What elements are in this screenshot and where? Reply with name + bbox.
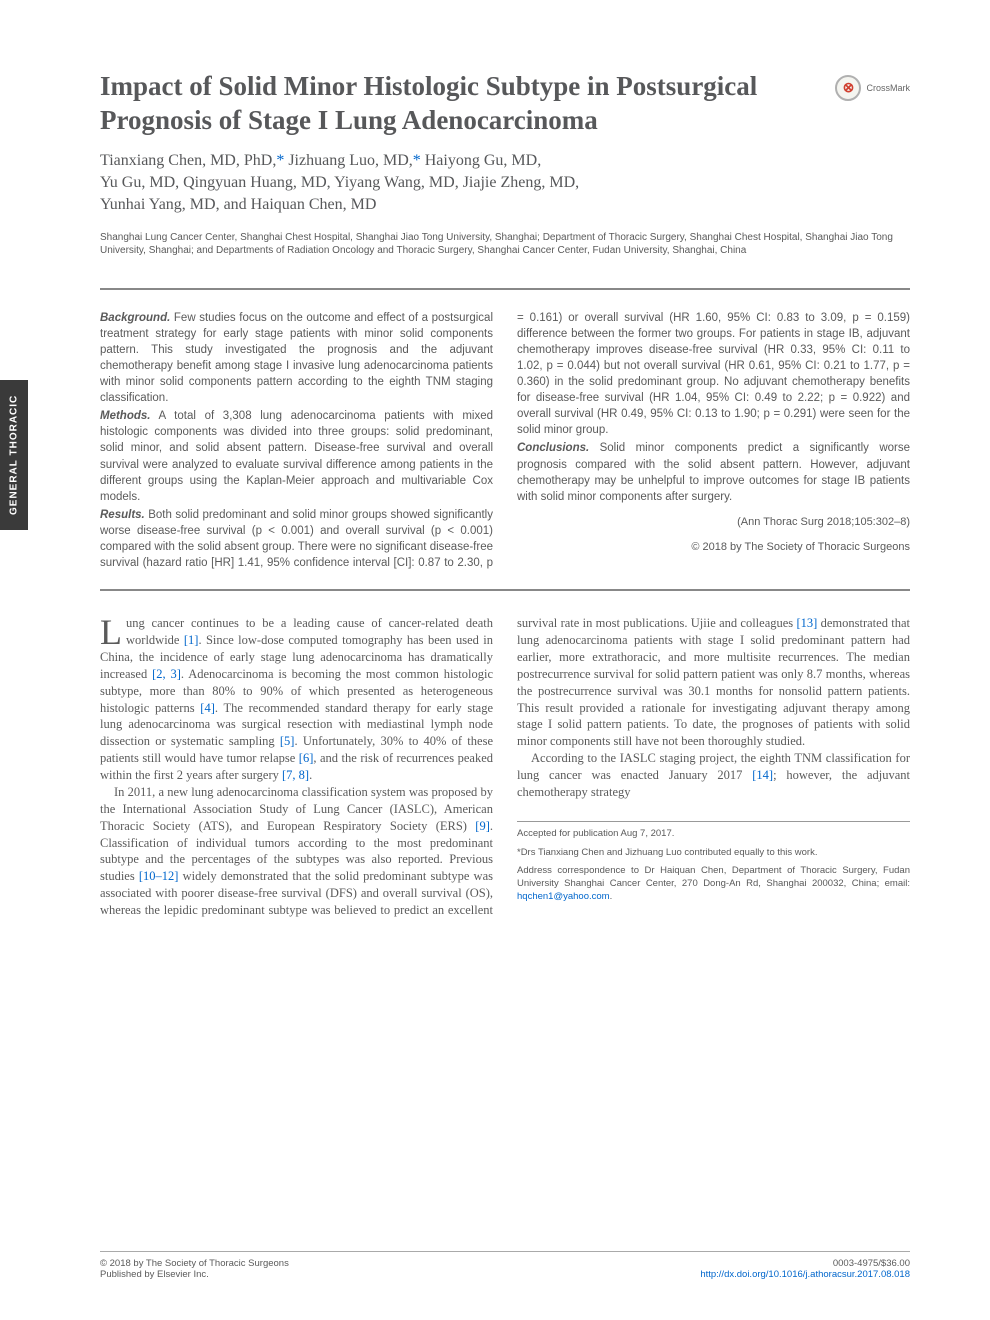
email-link[interactable]: hqchen1@yahoo.com xyxy=(517,891,610,902)
body-text: Lung cancer continues to be a leading ca… xyxy=(100,615,910,919)
divider-bottom xyxy=(100,589,910,591)
header: Impact of Solid Minor Histologic Subtype… xyxy=(100,70,910,138)
abs-copyright: © 2018 by The Society of Thoracic Surgeo… xyxy=(517,540,910,555)
divider-top xyxy=(100,288,910,290)
ref-link[interactable]: [6] xyxy=(299,751,314,765)
ref-link[interactable]: [13] xyxy=(796,616,817,630)
footer-right: 0003-4975/$36.00 http://dx.doi.org/10.10… xyxy=(700,1258,910,1280)
ref-link[interactable]: [5] xyxy=(280,734,295,748)
abs-methods-label: Methods. xyxy=(100,410,150,422)
abs-background-label: Background. xyxy=(100,312,170,324)
dropcap: L xyxy=(100,615,126,647)
ref-link[interactable]: [10–12] xyxy=(139,869,179,883)
sidebar-tab: GENERAL THORACIC xyxy=(0,380,28,530)
ref-link[interactable]: [1] xyxy=(184,633,199,647)
crossmark-icon: ⊗ xyxy=(835,75,861,101)
ref-link[interactable]: [2, 3] xyxy=(152,667,181,681)
abs-results-label: Results. xyxy=(100,509,145,521)
abs-background-text: Few studies focus on the outcome and eff… xyxy=(100,312,493,404)
body-p1: Lung cancer continues to be a leading ca… xyxy=(100,615,493,784)
affiliations: Shanghai Lung Cancer Center, Shanghai Ch… xyxy=(100,231,910,258)
doi-link[interactable]: http://dx.doi.org/10.1016/j.athoracsur.2… xyxy=(700,1269,910,1280)
abs-methods-text: A total of 3,308 lung adenocarcinoma pat… xyxy=(100,410,493,502)
author-list: Tianxiang Chen, MD, PhD,* Jizhuang Luo, … xyxy=(100,150,910,217)
article-title: Impact of Solid Minor Histologic Subtype… xyxy=(100,70,800,138)
footer-copyright: © 2018 by The Society of Thoracic Surgeo… xyxy=(100,1258,289,1269)
ref-link[interactable]: [4] xyxy=(200,701,215,715)
ref-link[interactable]: [9] xyxy=(475,819,490,833)
footnote-accepted: Accepted for publication Aug 7, 2017. xyxy=(517,828,910,841)
footer-issn: 0003-4975/$36.00 xyxy=(700,1258,910,1269)
footer-publisher: Published by Elsevier Inc. xyxy=(100,1269,289,1280)
footer-left: © 2018 by The Society of Thoracic Surgeo… xyxy=(100,1258,289,1280)
crossmark-badge[interactable]: ⊗ CrossMark xyxy=(835,75,910,101)
abs-citation: (Ann Thorac Surg 2018;105:302–8) xyxy=(517,515,910,530)
abstract: Background. Few studies focus on the out… xyxy=(100,310,910,572)
footnote-equal: *Drs Tianxiang Chen and Jizhuang Luo con… xyxy=(517,847,910,860)
ref-link[interactable]: [7, 8] xyxy=(282,768,309,782)
footnote-address: Address correspondence to Dr Haiquan Che… xyxy=(517,865,910,903)
footnotes: Accepted for publication Aug 7, 2017. *D… xyxy=(517,821,910,904)
crossmark-label: CrossMark xyxy=(866,83,910,93)
ref-link[interactable]: [14] xyxy=(752,768,773,782)
page-footer: © 2018 by The Society of Thoracic Surgeo… xyxy=(100,1251,910,1280)
body-p3: According to the IASLC staging project, … xyxy=(517,750,910,801)
abs-conclusions-label: Conclusions. xyxy=(517,442,589,454)
